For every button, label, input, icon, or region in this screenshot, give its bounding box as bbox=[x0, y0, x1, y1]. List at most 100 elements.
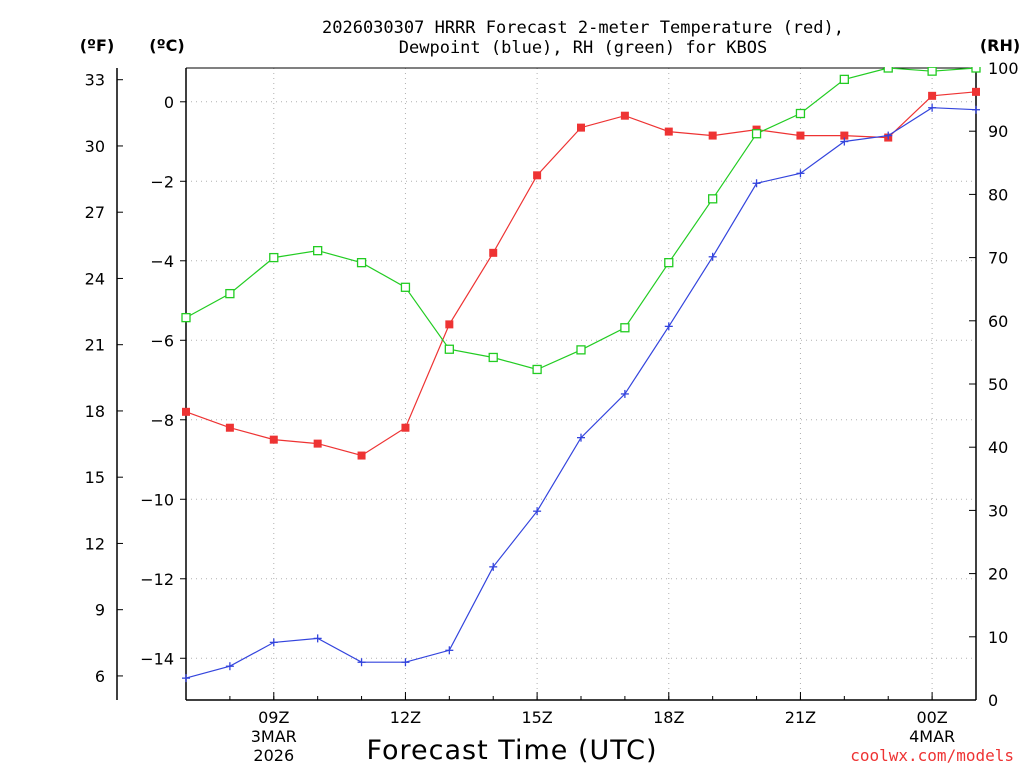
x-tick-label-1: 12Z bbox=[390, 708, 421, 727]
x-tick-label-3: 18Z bbox=[653, 708, 684, 727]
dewpoint-point-17 bbox=[928, 103, 937, 112]
dewpoint-point-3 bbox=[313, 634, 322, 643]
temperature-point-0 bbox=[182, 407, 190, 416]
dewpoint-point-12 bbox=[708, 252, 717, 261]
rh-point-11 bbox=[664, 258, 674, 268]
c-tick-label-2: −4 bbox=[150, 252, 174, 271]
c-tick-label-0: 0 bbox=[164, 93, 174, 112]
rh-point-3 bbox=[313, 245, 323, 256]
series-clip-group bbox=[181, 67, 981, 683]
c-tick-label-5: −10 bbox=[140, 490, 174, 509]
dewpoint-point-0 bbox=[182, 674, 190, 683]
temperature-point-18 bbox=[972, 87, 980, 96]
f-tick-label-8: 9 bbox=[95, 601, 105, 620]
dewpoint-point-1 bbox=[225, 662, 234, 671]
temperature-point-3 bbox=[313, 439, 322, 448]
dewpoint-point-13 bbox=[752, 179, 761, 188]
rh-point-10 bbox=[620, 323, 630, 333]
rh-point-1 bbox=[225, 288, 235, 299]
temperature-point-14 bbox=[796, 131, 805, 140]
tick-labels: 0−2−4−6−8−10−12−143330272421181512961009… bbox=[85, 59, 1019, 765]
dewpoint-line bbox=[185, 107, 977, 679]
dewpoint-point-14 bbox=[796, 169, 805, 178]
x-axis-label: Forecast Time (UTC) bbox=[366, 735, 657, 766]
rh-tick-label-2: 80 bbox=[988, 185, 1008, 204]
c-tick-label-4: −8 bbox=[150, 411, 174, 430]
rh-tick-label-5: 50 bbox=[988, 375, 1008, 394]
f-tick-label-3: 24 bbox=[85, 269, 105, 288]
x-tick-date-5: 4MAR bbox=[909, 727, 955, 746]
data-series bbox=[181, 67, 981, 683]
temperature-point-7 bbox=[489, 248, 498, 257]
dewpoint-point-7 bbox=[489, 562, 498, 571]
rh-point-12 bbox=[708, 194, 718, 204]
rh-tick-label-1: 90 bbox=[988, 122, 1008, 141]
dewpoint-point-9 bbox=[577, 433, 585, 442]
f-tick-label-9: 6 bbox=[95, 667, 105, 686]
fahrenheit-axis-unit: (ºF) bbox=[80, 36, 115, 55]
dewpoint-point-18 bbox=[972, 105, 980, 114]
rh-axis-unit: (RH) bbox=[980, 36, 1020, 55]
temperature-line bbox=[185, 91, 977, 457]
f-tick-label-6: 15 bbox=[85, 468, 105, 487]
dewpoint-point-5 bbox=[401, 658, 410, 667]
rh-point-15 bbox=[839, 74, 849, 85]
celsius-axis-unit: (ºC) bbox=[149, 36, 184, 55]
rh-point-0 bbox=[181, 312, 191, 323]
c-tick-label-7: −14 bbox=[140, 649, 174, 668]
f-tick-label-5: 18 bbox=[85, 402, 105, 421]
f-tick-label-1: 30 bbox=[85, 137, 105, 156]
x-tick-label-5: 00Z bbox=[916, 708, 947, 727]
chart-title-line-2: Dewpoint (blue), RH (green) for KBOS bbox=[399, 38, 767, 58]
x-tick-label-4: 21Z bbox=[785, 708, 816, 727]
temperature-point-6 bbox=[445, 320, 454, 329]
rh-point-4 bbox=[356, 258, 367, 268]
temperature-point-2 bbox=[269, 435, 278, 444]
temperature-point-5 bbox=[401, 423, 410, 432]
rh-point-13 bbox=[751, 129, 762, 139]
dewpoint-point-11 bbox=[664, 322, 673, 331]
temperature-point-1 bbox=[225, 423, 234, 432]
temperature-point-15 bbox=[840, 131, 849, 140]
x-tick-year-0: 2026 bbox=[253, 746, 294, 765]
dewpoint-point-16 bbox=[884, 131, 893, 140]
rh-point-16 bbox=[883, 67, 893, 73]
rh-tick-label-6: 40 bbox=[988, 438, 1008, 457]
rh-tick-label-7: 30 bbox=[988, 501, 1008, 520]
dewpoint-point-2 bbox=[269, 638, 278, 647]
rh-tick-label-0: 100 bbox=[988, 59, 1019, 78]
rh-point-9 bbox=[576, 345, 586, 355]
rh-tick-label-9: 10 bbox=[988, 628, 1008, 647]
dewpoint-point-4 bbox=[357, 658, 366, 667]
c-tick-label-6: −12 bbox=[140, 570, 174, 589]
temperature-point-8 bbox=[533, 171, 542, 180]
f-tick-label-7: 12 bbox=[85, 534, 105, 553]
credit-text: coolwx.com/models bbox=[850, 746, 1014, 765]
rh-point-14 bbox=[795, 108, 806, 119]
rh-point-18 bbox=[971, 67, 981, 73]
rh-tick-label-8: 20 bbox=[988, 565, 1008, 584]
rh-tick-label-4: 60 bbox=[988, 312, 1008, 331]
x-tick-label-2: 15Z bbox=[521, 708, 552, 727]
rh-point-7 bbox=[488, 352, 498, 363]
rh-point-5 bbox=[400, 282, 411, 292]
temperature-point-17 bbox=[928, 91, 937, 100]
temperature-point-4 bbox=[357, 451, 366, 460]
temperature-point-10 bbox=[620, 111, 629, 120]
dewpoint-point-10 bbox=[620, 389, 629, 398]
c-tick-label-3: −6 bbox=[150, 331, 174, 350]
c-tick-label-1: −2 bbox=[150, 172, 174, 191]
grid-lines bbox=[186, 68, 976, 700]
x-tick-date-0: 3MAR bbox=[251, 727, 297, 746]
rh-tick-label-3: 70 bbox=[988, 249, 1008, 268]
rh-point-6 bbox=[444, 344, 454, 354]
dewpoint-point-15 bbox=[840, 137, 849, 146]
rh-point-17 bbox=[927, 67, 937, 76]
rh-point-2 bbox=[269, 252, 279, 263]
f-tick-label-2: 27 bbox=[85, 203, 105, 222]
temperature-point-11 bbox=[664, 127, 673, 136]
x-tick-label-0: 09Z bbox=[258, 708, 289, 727]
axes bbox=[116, 67, 977, 701]
f-tick-label-4: 21 bbox=[85, 336, 105, 355]
